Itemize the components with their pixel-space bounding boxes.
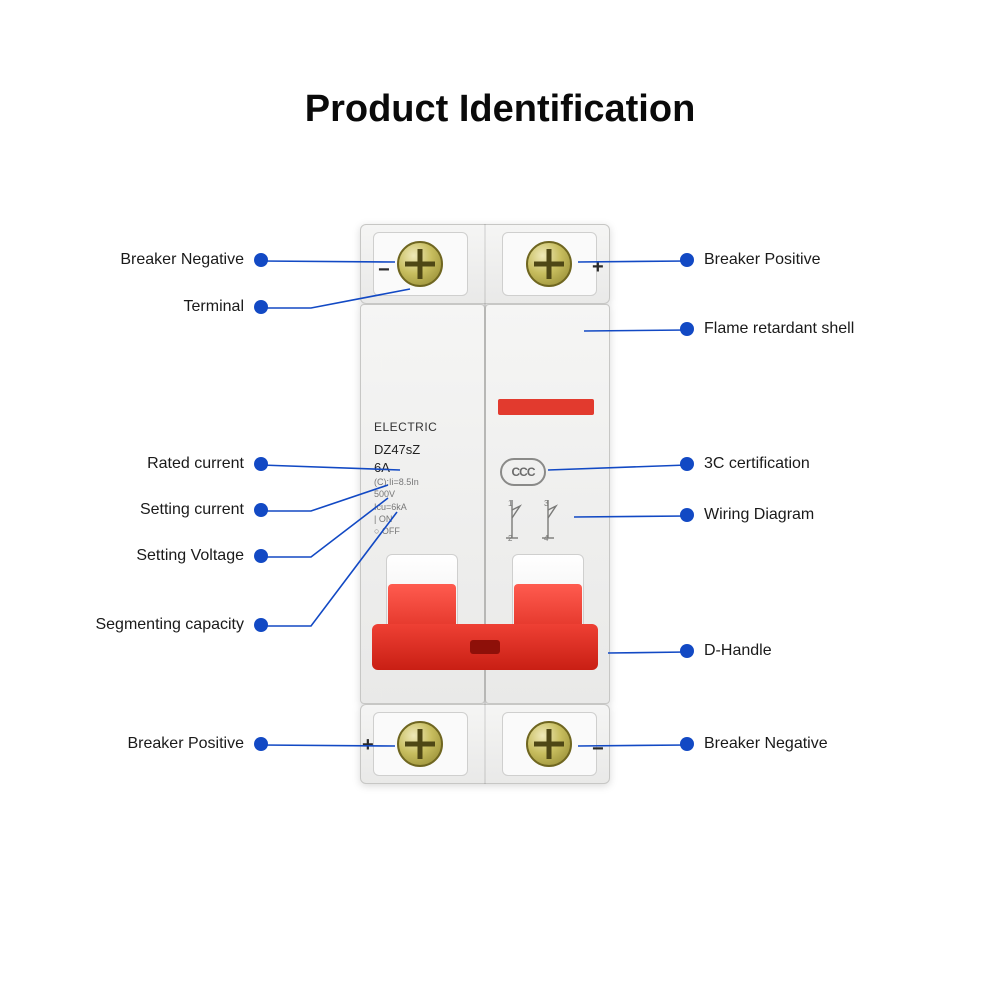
callout-ccc-cert: 3C certification (680, 455, 810, 473)
callout-label: Setting current (140, 501, 244, 519)
callout-breaker-positive-top: Breaker Positive (680, 251, 821, 269)
callout-dot-icon (680, 737, 694, 751)
segmenting-capacity-text: Icu=6kA (374, 501, 474, 513)
sign-top-left: − (378, 259, 390, 282)
rated-current-text: 6A (374, 459, 474, 477)
sign-bot-left: + (362, 734, 374, 757)
callout-label: Flame retardant shell (704, 320, 854, 338)
callout-setting-voltage: Setting Voltage (136, 547, 268, 565)
callout-rated-current: Rated current (147, 455, 268, 473)
on-text: | ON (374, 513, 474, 525)
svg-text:2: 2 (508, 534, 513, 542)
product-illustration: − + + − ELECTRIC DZ47sZ 6A (C):Ii=8.5In … (360, 224, 610, 784)
callout-segmenting-capacity: Segmenting capacity (95, 616, 268, 634)
setting-voltage-text: 500V (374, 488, 474, 500)
off-text: ○ OFF (374, 525, 474, 537)
callout-breaker-negative-top: Breaker Negative (120, 251, 268, 269)
screw-bot-right (526, 721, 572, 767)
callout-label: D-Handle (704, 642, 772, 660)
brand-text: ELECTRIC (374, 419, 474, 435)
callout-label: Breaker Negative (704, 735, 828, 753)
callout-dot-icon (680, 644, 694, 658)
setting-current-text: (C):Ii=8.5In (374, 476, 474, 488)
callout-label: Wiring Diagram (704, 506, 814, 524)
screw-top-left (397, 241, 443, 287)
d-handle-bar (372, 624, 598, 670)
svg-text:1: 1 (508, 499, 513, 508)
callout-dot-icon (680, 508, 694, 522)
callout-dot-icon (254, 737, 268, 751)
callout-flame-shell: Flame retardant shell (680, 320, 854, 338)
switch-handle-area (372, 554, 598, 674)
red-indicator-strip (498, 399, 594, 415)
callout-dot-icon (254, 503, 268, 517)
callout-dot-icon (254, 549, 268, 563)
wiring-diagram-icon: 1 3 2 4 (500, 496, 570, 542)
ccc-mark: CCC (500, 458, 546, 486)
callout-dot-icon (254, 253, 268, 267)
screw-bot-left (397, 721, 443, 767)
callout-terminal: Terminal (184, 298, 268, 316)
callout-label: Terminal (184, 298, 244, 316)
callout-dot-icon (254, 457, 268, 471)
sign-bot-right: − (592, 738, 604, 761)
sign-top-right: + (592, 256, 604, 279)
callout-dot-icon (254, 618, 268, 632)
callout-dot-icon (680, 253, 694, 267)
callout-dot-icon (680, 457, 694, 471)
callout-breaker-negative-bot: Breaker Negative (680, 735, 828, 753)
callout-label: Breaker Negative (120, 251, 244, 269)
diagram-stage: − + + − ELECTRIC DZ47sZ 6A (C):Ii=8.5In … (0, 0, 1000, 1000)
callout-label: Rated current (147, 455, 244, 473)
callout-d-handle: D-Handle (680, 642, 772, 660)
callout-label: Setting Voltage (136, 547, 244, 565)
product-label-panel: ELECTRIC DZ47sZ 6A (C):Ii=8.5In 500V Icu… (374, 419, 474, 537)
callout-dot-icon (254, 300, 268, 314)
svg-text:4: 4 (544, 534, 549, 542)
model-text: DZ47sZ (374, 441, 474, 459)
screw-top-right (526, 241, 572, 287)
callout-setting-current: Setting current (140, 501, 268, 519)
svg-text:3: 3 (544, 499, 549, 508)
callout-label: Breaker Positive (704, 251, 821, 269)
callout-dot-icon (680, 322, 694, 336)
callout-label: 3C certification (704, 455, 810, 473)
callout-wiring-diagram: Wiring Diagram (680, 506, 814, 524)
callout-label: Segmenting capacity (95, 616, 244, 634)
callout-breaker-positive-bot: Breaker Positive (128, 735, 269, 753)
callout-label: Breaker Positive (128, 735, 245, 753)
